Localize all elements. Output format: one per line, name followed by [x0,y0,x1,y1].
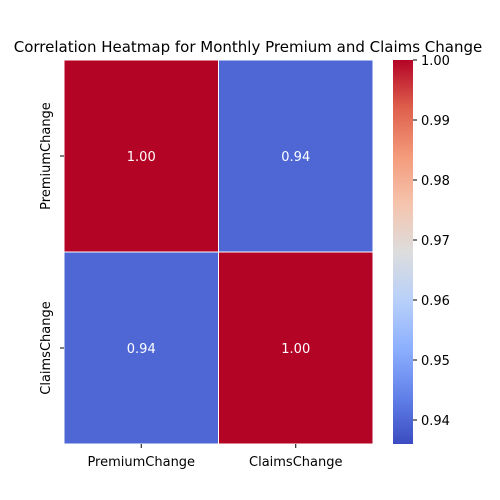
y-tick-label: PremiumChange [39,102,54,210]
colorbar-tick-label: 0.97 [421,234,450,249]
colorbar-tick-label: 0.94 [421,414,450,429]
x-tick-label: PremiumChange [87,455,195,470]
heatmap-cell-0-1 [218,59,374,253]
chart-title: Correlation Heatmap for Monthly Premium … [14,38,483,56]
y-tick-label: ClaimsChange [39,301,54,394]
colorbar-tick-label: 0.96 [421,294,450,309]
colorbar-ticks: 0.94 0.95 0.96 0.97 0.98 0.99 1.00 [413,54,450,429]
cell-value-label: 1.00 [127,150,156,165]
heatmap-cells [63,59,374,445]
heatmap-cell-0-0 [63,59,219,253]
x-axis-ticks: PremiumChange ClaimsChange [87,444,342,470]
cell-value-label: 1.00 [281,342,310,357]
x-tick-label: ClaimsChange [249,455,342,470]
colorbar-tick-label: 0.98 [421,174,450,189]
colorbar-tick-label: 0.99 [421,114,450,129]
heatmap-cell-1-0 [63,251,219,445]
cell-value-label: 0.94 [281,150,310,165]
colorbar-tick-label: 1.00 [421,54,450,69]
cell-value-label: 0.94 [127,342,156,357]
colorbar [393,60,413,444]
y-axis-ticks: PremiumChange ClaimsChange [39,102,64,395]
colorbar-tick-label: 0.95 [421,354,450,369]
heatmap-cell-1-1 [218,251,374,445]
heatmap-cell-labels: 1.00 0.94 0.94 1.00 [127,150,310,357]
